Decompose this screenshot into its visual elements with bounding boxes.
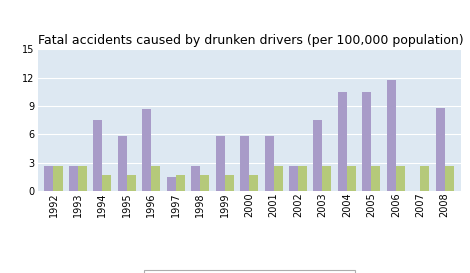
Bar: [176, 175, 185, 191]
Bar: [216, 136, 225, 191]
Bar: [151, 165, 160, 191]
Bar: [78, 165, 87, 191]
Bar: [94, 120, 102, 191]
Bar: [338, 92, 347, 191]
Bar: [289, 165, 298, 191]
Bar: [69, 165, 78, 191]
Bar: [445, 165, 454, 191]
Bar: [118, 136, 127, 191]
Bar: [45, 165, 54, 191]
Bar: [240, 136, 249, 191]
Bar: [298, 165, 307, 191]
Bar: [313, 120, 322, 191]
Bar: [249, 175, 258, 191]
Legend: Victorville, California average: Victorville, California average: [143, 271, 355, 273]
Bar: [225, 175, 234, 191]
Bar: [371, 165, 380, 191]
Bar: [436, 108, 445, 191]
Bar: [200, 175, 209, 191]
Bar: [191, 165, 200, 191]
Bar: [274, 165, 282, 191]
Bar: [362, 92, 371, 191]
Bar: [322, 165, 331, 191]
Bar: [142, 109, 151, 191]
Bar: [420, 165, 429, 191]
Bar: [265, 136, 274, 191]
Bar: [167, 177, 176, 191]
Bar: [127, 175, 136, 191]
Bar: [396, 165, 405, 191]
Bar: [387, 80, 396, 191]
Bar: [54, 165, 63, 191]
Bar: [102, 175, 111, 191]
Text: Fatal accidents caused by drunken drivers (per 100,000 population): Fatal accidents caused by drunken driver…: [38, 34, 463, 47]
Bar: [347, 165, 356, 191]
